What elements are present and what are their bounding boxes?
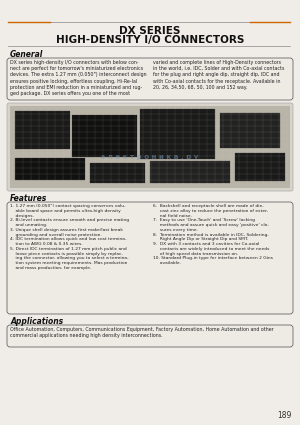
Bar	[150, 161, 230, 183]
Bar	[15, 158, 85, 180]
FancyBboxPatch shape	[7, 202, 293, 314]
Bar	[90, 163, 145, 183]
FancyBboxPatch shape	[7, 58, 293, 100]
Bar	[235, 153, 285, 181]
Text: DX SERIES: DX SERIES	[119, 26, 181, 36]
Text: General: General	[10, 50, 43, 59]
Bar	[140, 109, 215, 159]
Text: Features: Features	[10, 194, 47, 203]
Bar	[15, 111, 70, 149]
Text: 1. 1.27 mm (0.050") contact spacing conserves valu-
    able board space and per: 1. 1.27 mm (0.050") contact spacing cons…	[10, 204, 129, 270]
Text: э л е к т р о н и к а . р у: э л е к т р о н и к а . р у	[101, 154, 199, 160]
Bar	[10, 106, 290, 188]
Bar	[220, 113, 280, 148]
Bar	[72, 115, 137, 157]
Text: 189: 189	[278, 411, 292, 420]
Text: DX series high-density I/O connectors with below con-
nect are perfect for tomor: DX series high-density I/O connectors wi…	[10, 60, 147, 96]
Text: Office Automation, Computers, Communications Equipment, Factory Automation, Home: Office Automation, Computers, Communicat…	[10, 327, 274, 338]
Text: Applications: Applications	[10, 317, 63, 326]
FancyBboxPatch shape	[7, 325, 293, 347]
Text: HIGH-DENSITY I/O CONNECTORS: HIGH-DENSITY I/O CONNECTORS	[56, 35, 244, 45]
Text: 6.  Backshell and receptacle shell are made of die-
     cast zinc alloy to redu: 6. Backshell and receptacle shell are ma…	[153, 204, 273, 265]
FancyBboxPatch shape	[7, 103, 293, 191]
Text: varied and complete lines of High-Density connectors
in the world, i.e. IDC, Sol: varied and complete lines of High-Densit…	[153, 60, 284, 90]
